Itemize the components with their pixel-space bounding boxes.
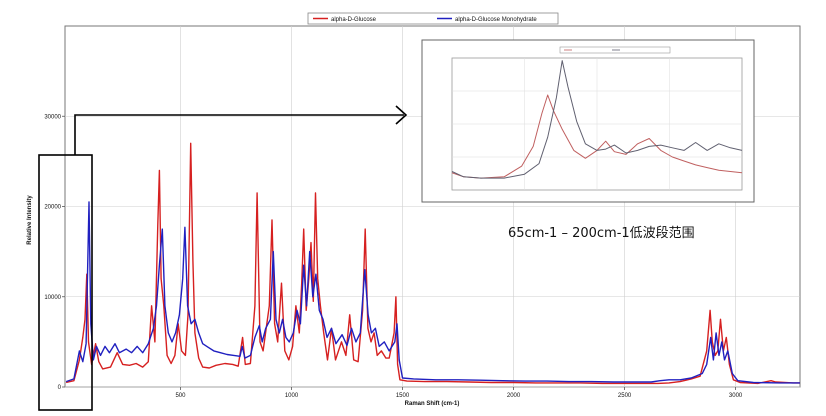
- low-wavenumber-highlight-box: [38, 154, 93, 411]
- main-x-tick-label: 1500: [396, 393, 410, 399]
- series-line-1: [65, 201, 800, 384]
- main-x-axis: 500 1000 1500 2000 2500 3000: [175, 387, 743, 399]
- main-legend: alpha-D-Glucose alpha-D-Glucose Monohydr…: [307, 12, 559, 25]
- main-y-tick-label: 30000: [44, 114, 61, 120]
- main-x-tick-label: 2500: [618, 393, 632, 399]
- main-y-tick-label: 10000: [44, 295, 61, 301]
- legend-entry-series-1: alpha-D-Glucose Monohydrate: [455, 17, 537, 23]
- legend-entry-series-0: alpha-D-Glucose: [331, 17, 377, 23]
- annotation-caption: 65cm-1 – 200cm-1低波段范围: [508, 226, 695, 241]
- callout-arrow-head: [395, 105, 408, 125]
- inset-series-line-0: [451, 94, 743, 179]
- main-y-tick-label: 0: [58, 385, 62, 391]
- series-line-0: [65, 142, 800, 385]
- inset-chart: [421, 39, 755, 203]
- inset-series-line-1: [451, 60, 743, 179]
- main-x-tick-label: 500: [175, 393, 186, 399]
- main-x-tick-label: 2000: [507, 393, 521, 399]
- main-y-axis: 0 10000 20000 30000: [44, 114, 65, 391]
- inset-series-group: [451, 60, 743, 179]
- main-y-tick-label: 20000: [44, 205, 61, 211]
- main-series-group: [65, 142, 800, 385]
- main-x-tick-label: 3000: [729, 393, 743, 399]
- main-x-tick-label: 1000: [285, 393, 299, 399]
- inset-grid: [452, 58, 742, 190]
- callout-arrow: [74, 114, 404, 155]
- main-y-axis-label: Relative Intensity: [27, 195, 33, 245]
- inset-legend: [559, 46, 671, 54]
- main-x-axis-label: Raman Shift (cm-1): [405, 401, 460, 407]
